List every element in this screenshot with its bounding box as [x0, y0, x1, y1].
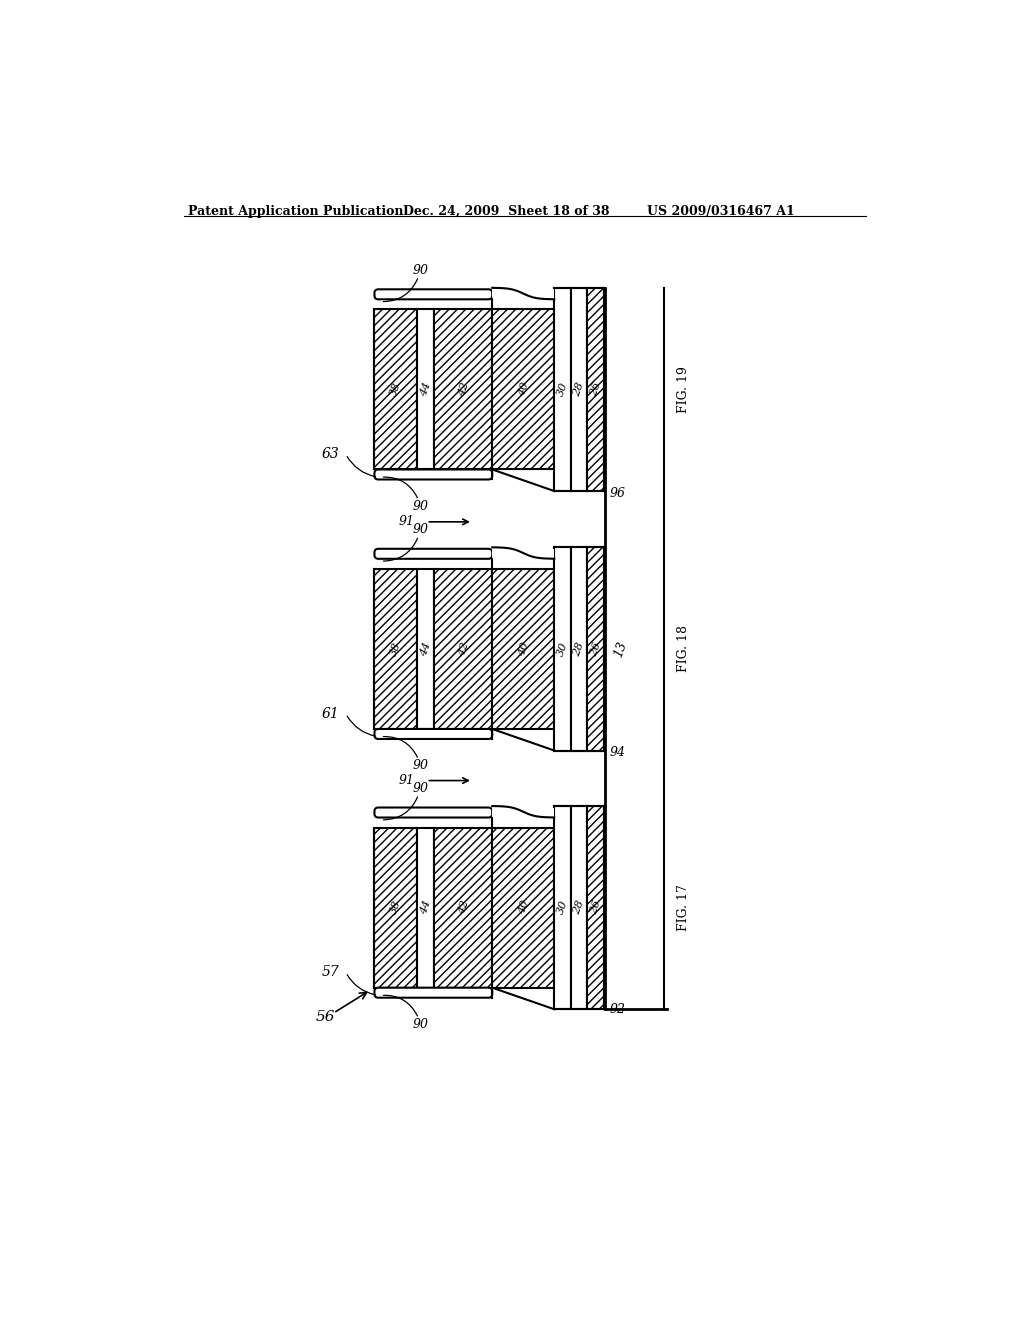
Bar [571, 288, 587, 491]
Text: 91: 91 [398, 774, 415, 787]
Text: 90: 90 [413, 500, 429, 513]
Bar [554, 288, 571, 491]
FancyBboxPatch shape [375, 549, 493, 558]
Bar [571, 807, 587, 1010]
Bar [434, 569, 493, 729]
Text: 30: 30 [556, 899, 570, 916]
Text: 38: 38 [389, 381, 402, 397]
Bar [493, 569, 554, 729]
Text: 90: 90 [413, 264, 429, 277]
Text: 26: 26 [588, 381, 602, 397]
Text: 42: 42 [456, 381, 470, 397]
Text: 38: 38 [389, 899, 402, 916]
Text: 40: 40 [516, 381, 530, 397]
Bar [493, 309, 554, 470]
Text: 56: 56 [315, 1010, 336, 1024]
Text: 26: 26 [588, 640, 602, 657]
Text: 44: 44 [419, 640, 433, 657]
Bar [493, 808, 554, 817]
Bar [417, 828, 434, 987]
Text: 61: 61 [322, 706, 340, 721]
Bar [493, 549, 554, 558]
Bar [434, 309, 493, 470]
Text: 26: 26 [588, 899, 602, 916]
Text: Dec. 24, 2009  Sheet 18 of 38: Dec. 24, 2009 Sheet 18 of 38 [403, 205, 609, 218]
Bar [554, 548, 571, 751]
Text: 90: 90 [413, 523, 429, 536]
Text: 96: 96 [610, 487, 626, 500]
Bar [493, 289, 554, 300]
Bar [375, 569, 417, 729]
Text: 90: 90 [413, 1018, 429, 1031]
Bar [587, 807, 604, 1010]
Text: 28: 28 [572, 899, 586, 916]
Bar [434, 828, 493, 987]
FancyBboxPatch shape [375, 289, 493, 300]
Bar [587, 288, 604, 491]
Text: 28: 28 [572, 640, 586, 657]
Text: 94: 94 [610, 746, 626, 759]
FancyBboxPatch shape [375, 470, 493, 479]
Text: 40: 40 [516, 640, 530, 657]
Text: 90: 90 [413, 781, 429, 795]
Bar [587, 548, 604, 751]
Text: 63: 63 [322, 447, 340, 461]
Text: 42: 42 [456, 640, 470, 657]
Text: FIG. 17: FIG. 17 [678, 884, 690, 931]
Text: 44: 44 [419, 899, 433, 916]
Text: 30: 30 [556, 640, 570, 657]
FancyBboxPatch shape [375, 808, 493, 817]
Text: Patent Application Publication: Patent Application Publication [188, 205, 403, 218]
FancyBboxPatch shape [375, 729, 493, 739]
Text: 13: 13 [611, 639, 630, 659]
Text: 40: 40 [516, 899, 530, 916]
Text: 90: 90 [413, 759, 429, 772]
Text: FIG. 18: FIG. 18 [678, 626, 690, 672]
Text: US 2009/0316467 A1: US 2009/0316467 A1 [647, 205, 795, 218]
Text: 42: 42 [456, 899, 470, 916]
FancyBboxPatch shape [375, 987, 493, 998]
Text: 92: 92 [610, 1003, 626, 1016]
Text: 57: 57 [322, 965, 340, 979]
Bar [417, 309, 434, 470]
Bar [417, 569, 434, 729]
Text: 38: 38 [389, 640, 402, 657]
Text: 30: 30 [556, 381, 570, 397]
Text: 91: 91 [398, 515, 415, 528]
Text: 28: 28 [572, 381, 586, 397]
Text: 44: 44 [419, 381, 433, 397]
Bar [571, 548, 587, 751]
Bar [493, 828, 554, 987]
Bar [375, 309, 417, 470]
Text: FIG. 19: FIG. 19 [678, 366, 690, 413]
Bar [375, 828, 417, 987]
Bar [554, 807, 571, 1010]
